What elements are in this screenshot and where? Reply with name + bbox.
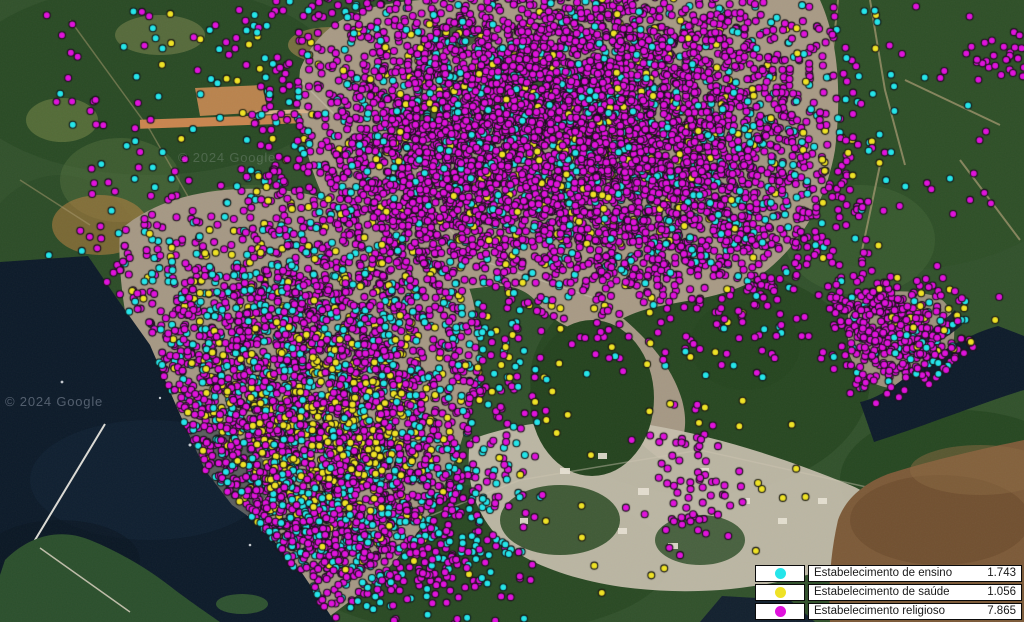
map-legend: Estabelecimento de ensino 1.743 Estabeleci… (755, 563, 1022, 620)
legend-label: Estabelecimento de saúde (814, 586, 950, 598)
legend-count: 7.865 (987, 605, 1016, 617)
legend-label-cell: Estabelecimento de saúde 1.056 (808, 584, 1022, 601)
legend-label-cell: Estabelecimento de ensino 1.743 (808, 565, 1022, 582)
legend-swatch-cell (755, 603, 805, 620)
legend-row-saude: Estabelecimento de saúde 1.056 (755, 584, 1022, 601)
legend-color-dot-religioso (774, 606, 786, 617)
legend-count: 1.743 (987, 567, 1016, 579)
legend-label: Estabelecimento de ensino (814, 567, 953, 579)
legend-label-cell: Estabelecimento religioso 7.865 (808, 603, 1022, 620)
legend-label: Estabelecimento religioso (814, 605, 946, 617)
legend-count: 1.056 (987, 586, 1016, 598)
legend-swatch-cell (755, 565, 805, 582)
legend-swatch-cell (755, 584, 805, 601)
legend-color-dot-saude (774, 587, 786, 598)
legend-color-dot-ensino (774, 568, 786, 579)
legend-row-ensino: Estabelecimento de ensino 1.743 (755, 565, 1022, 582)
legend-row-religioso: Estabelecimento religioso 7.865 (755, 603, 1022, 620)
